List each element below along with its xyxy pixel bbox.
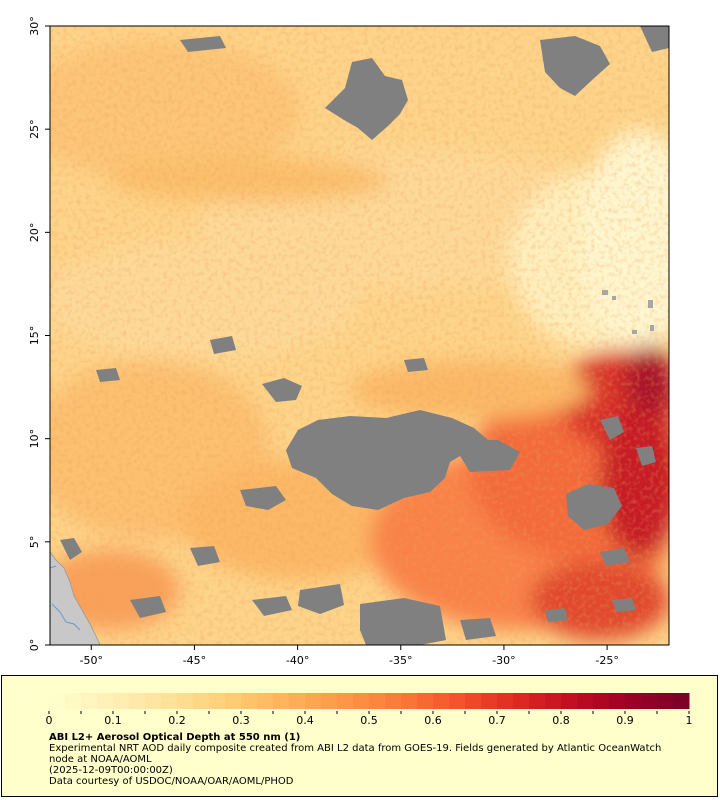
colorbar-cell bbox=[385, 693, 402, 709]
colorbar-cell bbox=[465, 693, 482, 709]
lat-tick-label: 15° bbox=[28, 326, 41, 346]
colorbar-cell bbox=[433, 693, 450, 709]
colorbar-cell bbox=[305, 693, 322, 709]
latitude-axis: 0° 5° 10° 15° 20° 25° 30° bbox=[28, 16, 50, 651]
colorbar-cell bbox=[337, 693, 354, 709]
colorbar-cell bbox=[529, 693, 546, 709]
no-data-regions bbox=[60, 26, 669, 645]
caption-credit: Data courtesy of USDOC/NOAA/OAR/AOML/PHO… bbox=[49, 776, 294, 787]
aod-map: -50° -45° -40° -35° -30° -25° 0° 5° 10° 15° 20° 25… bbox=[28, 16, 670, 667]
colorbar-cell bbox=[593, 693, 610, 709]
colorbar-tick-label: 0.6 bbox=[424, 714, 442, 727]
colorbar-cell bbox=[241, 693, 258, 709]
colorbar-cell bbox=[273, 693, 290, 709]
colorbar-cell bbox=[545, 693, 562, 709]
colorbar-ticks: 0 0.1 0.2 0.3 0.4 0.5 0.6 0.7 0.8 0.9 1 bbox=[46, 711, 693, 727]
lon-tick-label: -50° bbox=[80, 654, 103, 667]
caption-date: (2025-12-09T00:00:00Z) bbox=[49, 765, 173, 776]
colorbar-tick-label: 0.4 bbox=[296, 714, 314, 727]
colorbar-cell bbox=[65, 693, 82, 709]
colorbar-tick-label: 0.1 bbox=[104, 714, 122, 727]
colorbar-tick-label: 1 bbox=[686, 714, 693, 727]
lat-tick-label: 0° bbox=[28, 639, 41, 652]
colorbar-cell bbox=[673, 693, 690, 709]
lat-tick-label: 30° bbox=[28, 16, 41, 36]
colorbar-tick-label: 0 bbox=[46, 714, 53, 727]
lon-tick-label: -40° bbox=[286, 654, 309, 667]
lat-tick-label: 25° bbox=[28, 119, 41, 139]
lon-tick-label: -30° bbox=[492, 654, 515, 667]
lon-tick-label: -25° bbox=[595, 654, 618, 667]
lat-tick-label: 20° bbox=[28, 223, 41, 243]
aod-field bbox=[50, 26, 669, 645]
no-data-specks bbox=[602, 290, 654, 334]
colorbar-cell bbox=[113, 693, 130, 709]
colorbar-tick-label: 0.7 bbox=[488, 714, 506, 727]
colorbar-cell bbox=[193, 693, 210, 709]
colorbar-cell bbox=[561, 693, 578, 709]
colorbar-cell bbox=[225, 693, 242, 709]
colorbar-tick-label: 0.8 bbox=[552, 714, 570, 727]
colorbar-cell bbox=[401, 693, 418, 709]
caption-description: Experimental NRT AOD daily composite cre… bbox=[49, 743, 662, 765]
colorbar-cell bbox=[209, 693, 226, 709]
colorbar-cell bbox=[145, 693, 162, 709]
colorbar-cell bbox=[625, 693, 642, 709]
lat-tick-label: 10° bbox=[28, 429, 41, 449]
longitude-axis: -50° -45° -40° -35° -30° -25° bbox=[80, 645, 619, 667]
colorbar-cell bbox=[81, 693, 98, 709]
lon-tick-label: -35° bbox=[389, 654, 412, 667]
lat-tick-label: 5° bbox=[28, 536, 41, 549]
lon-tick-label: -45° bbox=[183, 654, 206, 667]
colorbar-cell bbox=[161, 693, 178, 709]
colorbar-cell bbox=[513, 693, 530, 709]
map-caption: ABI L2+ Aerosol Optical Depth at 550 nm … bbox=[49, 732, 689, 787]
colorbar-cell bbox=[609, 693, 626, 709]
colorbar-cell bbox=[289, 693, 306, 709]
colorbar-cell bbox=[577, 693, 594, 709]
colorbar-cell bbox=[129, 693, 146, 709]
river-2 bbox=[50, 565, 57, 569]
colorbar: 0 0.1 0.2 0.3 0.4 0.5 0.6 0.7 0.8 0.9 1 bbox=[46, 693, 693, 727]
colorbar-tick-label: 0.5 bbox=[360, 714, 378, 727]
legend-panel: 0 0.1 0.2 0.3 0.4 0.5 0.6 0.7 0.8 0.9 1 ABI L2+ Ae… bbox=[1, 675, 718, 797]
colorbar-cell bbox=[657, 693, 674, 709]
colorbar-cell bbox=[177, 693, 194, 709]
colorbar-cell bbox=[449, 693, 466, 709]
colorbar-cell bbox=[257, 693, 274, 709]
south-america-land bbox=[50, 551, 101, 645]
colorbar-tick-label: 0.3 bbox=[232, 714, 250, 727]
colorbar-cell bbox=[497, 693, 514, 709]
colorbar-cell bbox=[641, 693, 658, 709]
aod-map-canvas: -50° -45° -40° -35° -30° -25° 0° 5° 10° 15° 20° 25… bbox=[28, 16, 670, 667]
colorbar-tick-label: 0.2 bbox=[168, 714, 186, 727]
river bbox=[51, 603, 81, 631]
colorbar-cell bbox=[353, 693, 370, 709]
colorbar-cell bbox=[417, 693, 434, 709]
colorbar-cell bbox=[49, 693, 66, 709]
colorbar-cell bbox=[97, 693, 114, 709]
colorbar-cell bbox=[321, 693, 338, 709]
colorbar-cells bbox=[49, 693, 690, 709]
caption-title: ABI L2+ Aerosol Optical Depth at 550 nm … bbox=[49, 732, 301, 743]
colorbar-tick-label: 0.9 bbox=[616, 714, 634, 727]
colorbar-cell bbox=[481, 693, 498, 709]
colorbar-cell bbox=[369, 693, 386, 709]
